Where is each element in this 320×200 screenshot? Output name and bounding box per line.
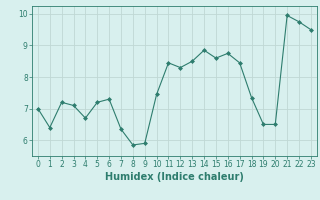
- X-axis label: Humidex (Indice chaleur): Humidex (Indice chaleur): [105, 172, 244, 182]
